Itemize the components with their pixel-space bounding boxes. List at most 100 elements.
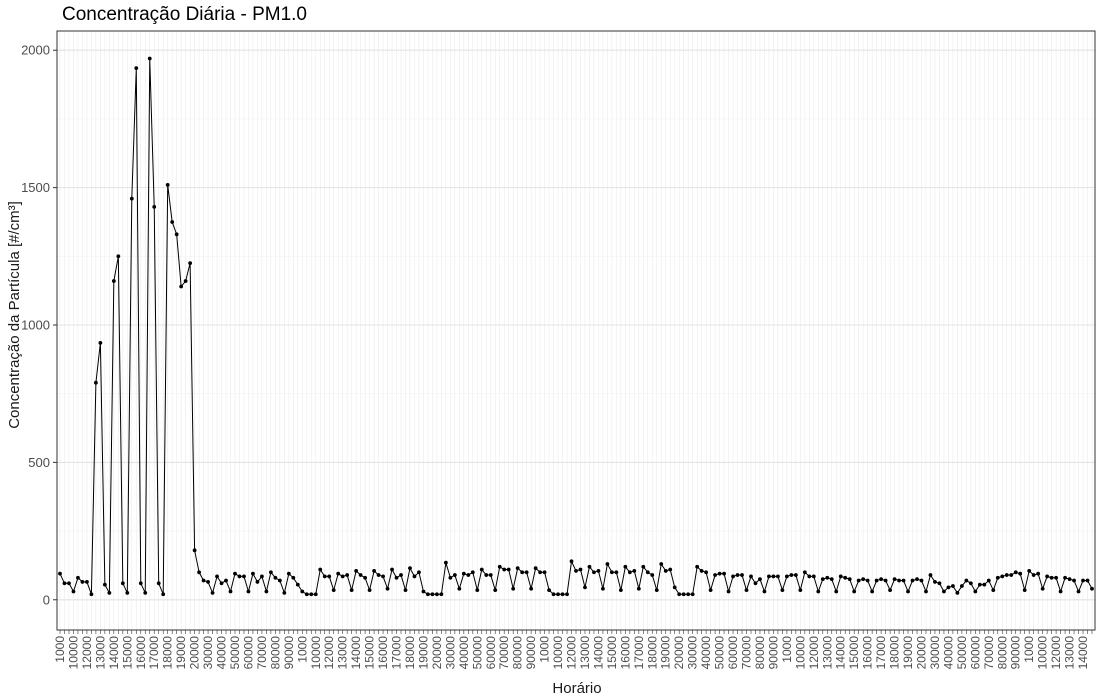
- data-point: [134, 66, 139, 70]
- data-point: [58, 571, 62, 576]
- x-tick-label: 19000: [174, 636, 188, 670]
- data-point: [749, 574, 753, 579]
- data-point: [928, 573, 933, 577]
- data-point: [1027, 569, 1032, 573]
- x-tick-label: 70000: [740, 636, 754, 670]
- data-point: [340, 574, 345, 579]
- x-tick-label: 18000: [403, 636, 417, 670]
- data-point: [1081, 578, 1085, 583]
- x-axis: 1000 10000 12000 13000 14000 15000 16000 17000 1…: [53, 630, 1093, 670]
- data-point: [367, 588, 372, 593]
- x-tick-label: 12000: [1049, 636, 1063, 670]
- data-point: [654, 588, 659, 593]
- data-point: [820, 577, 825, 582]
- data-point: [968, 581, 973, 586]
- data-point: [793, 573, 798, 577]
- data-point: [1054, 575, 1059, 580]
- data-point: [1067, 577, 1072, 582]
- data-point: [242, 574, 246, 579]
- data-point: [645, 570, 650, 575]
- data-point: [538, 570, 543, 575]
- data-point: [1031, 573, 1036, 577]
- data-point: [731, 574, 735, 579]
- data-point: [107, 591, 112, 595]
- data-point: [403, 588, 408, 593]
- data-point: [601, 586, 605, 591]
- data-point: [98, 340, 103, 345]
- data-point: [784, 574, 789, 579]
- data-point: [295, 582, 300, 587]
- data-point: [215, 574, 219, 579]
- data-point: [1022, 588, 1027, 593]
- data-point: [937, 581, 942, 586]
- data-point: [919, 578, 924, 583]
- data-point: [735, 573, 740, 577]
- data-point: [300, 589, 305, 594]
- y-tick-label: 2000: [21, 43, 50, 58]
- data-point: [578, 567, 583, 572]
- data-point: [924, 589, 928, 594]
- x-tick-label: 13000: [336, 636, 350, 670]
- x-tick-label: 40000: [699, 636, 713, 670]
- data-point: [224, 578, 228, 583]
- x-tick-label: 14000: [349, 636, 363, 670]
- x-tick-label: 13000: [578, 636, 592, 670]
- data-point: [834, 589, 839, 594]
- data-point: [762, 589, 767, 594]
- data-point: [71, 589, 76, 594]
- data-point: [120, 581, 125, 586]
- x-tick-label: 19000: [416, 636, 430, 670]
- data-point: [942, 589, 946, 594]
- data-point: [426, 592, 430, 597]
- x-tick-label: 60000: [484, 636, 498, 670]
- data-point: [618, 588, 623, 593]
- x-tick-label: 10000: [66, 636, 80, 670]
- x-tick-label: 18000: [645, 636, 659, 670]
- data-point: [713, 573, 717, 577]
- x-tick-label: 30000: [686, 636, 700, 670]
- y-tick-label: 0: [43, 592, 50, 607]
- data-point: [313, 592, 318, 597]
- x-tick-label: 1000: [295, 636, 309, 663]
- x-tick-label: 19000: [901, 636, 915, 670]
- data-point: [349, 588, 354, 593]
- data-point: [457, 586, 462, 591]
- data-point: [282, 591, 287, 595]
- data-point: [183, 279, 188, 283]
- data-point: [829, 577, 834, 582]
- data-point: [825, 575, 830, 580]
- data-point: [273, 575, 278, 580]
- x-tick-label: 1000: [538, 636, 552, 663]
- x-tick-label: 60000: [726, 636, 740, 670]
- data-point: [780, 588, 785, 593]
- data-point: [592, 570, 596, 575]
- x-tick-label: 70000: [497, 636, 511, 670]
- data-point: [663, 569, 668, 573]
- x-tick-label: 17000: [874, 636, 888, 670]
- data-point: [179, 284, 184, 289]
- data-point: [901, 578, 906, 583]
- data-point: [488, 573, 493, 577]
- data-point: [277, 578, 282, 583]
- x-tick-label: 40000: [215, 636, 229, 670]
- x-tick-label: 70000: [982, 636, 996, 670]
- x-tick-label: 60000: [968, 636, 982, 670]
- data-point: [659, 562, 664, 566]
- data-point: [390, 567, 394, 572]
- data-point: [933, 580, 937, 584]
- x-tick-label: 80000: [268, 636, 282, 670]
- x-tick-label: 19000: [659, 636, 673, 670]
- data-point: [717, 571, 722, 576]
- data-point: [650, 573, 655, 577]
- data-point: [89, 592, 94, 597]
- data-point: [470, 570, 475, 575]
- data-point: [430, 592, 435, 597]
- data-point: [708, 588, 713, 593]
- x-tick-label: 12000: [807, 636, 821, 670]
- data-point: [62, 581, 67, 586]
- data-point: [798, 588, 803, 593]
- x-tick-label: 90000: [282, 636, 296, 670]
- x-tick-label: 15000: [120, 636, 134, 670]
- data-point: [493, 588, 498, 593]
